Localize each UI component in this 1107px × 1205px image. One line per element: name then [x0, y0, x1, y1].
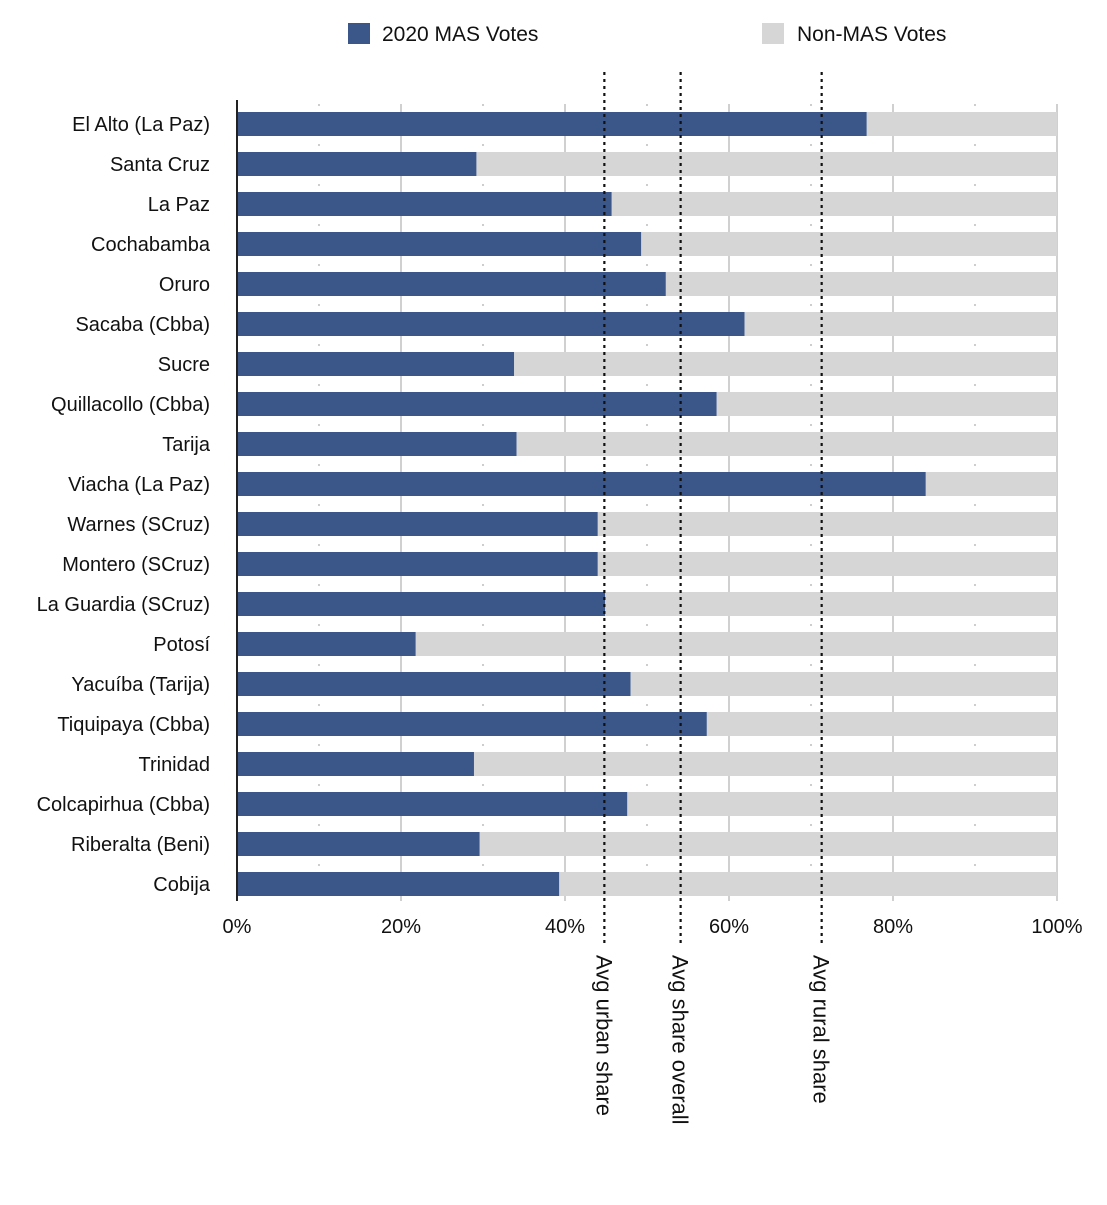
legend-swatch-1	[348, 23, 370, 44]
category-label-2: Santa Cruz	[110, 154, 210, 176]
x-tick-label-3: 40%	[545, 916, 585, 938]
category-labels: El Alto (La Paz) Santa Cruz La Paz Cochabam…	[37, 114, 211, 896]
non-mas-bar-12	[597, 552, 1057, 576]
legend-swatch-2	[762, 23, 784, 44]
non-mas-bar-17	[473, 752, 1058, 776]
reference-label-1: Avg urban share	[591, 955, 616, 1116]
legend: 2020 MAS Votes Non-MAS Votes	[348, 23, 946, 46]
category-label-12: Montero (SCruz)	[62, 554, 210, 576]
non-mas-bar-6	[744, 312, 1057, 336]
non-mas-bar-5	[665, 272, 1057, 296]
legend-label-2: Non-MAS Votes	[797, 23, 946, 46]
non-mas-bar-18	[627, 792, 1057, 816]
non-mas-bar-7	[514, 352, 1057, 376]
mas-bar-12	[237, 552, 598, 576]
category-label-10: Viacha (La Paz)	[68, 474, 210, 496]
reference-label-2: Avg share overall	[668, 955, 693, 1125]
non-mas-bar-13	[605, 592, 1057, 616]
mas-bar-5	[237, 272, 666, 296]
bars	[237, 112, 1058, 896]
mas-bar-15	[237, 672, 631, 696]
category-label-9: Tarija	[162, 434, 211, 456]
category-label-5: Oruro	[159, 274, 210, 296]
mas-bar-6	[237, 312, 745, 336]
category-label-19: Riberalta (Beni)	[71, 834, 210, 856]
non-mas-bar-11	[597, 512, 1057, 536]
category-label-17: Trinidad	[138, 754, 210, 776]
category-label-13: La Guardia (SCruz)	[37, 594, 210, 616]
mas-bar-9	[237, 432, 517, 456]
non-mas-bar-4	[641, 232, 1057, 256]
mas-bar-2	[237, 152, 477, 176]
reference-lines: Avg urban share Avg share overall Avg rura…	[591, 72, 834, 1125]
x-tick-label-2: 20%	[381, 916, 421, 938]
non-mas-bar-20	[559, 872, 1057, 896]
non-mas-bar-14	[415, 632, 1057, 656]
category-label-8: Quillacollo (Cbba)	[51, 394, 210, 416]
mas-bar-18	[237, 792, 628, 816]
mas-bar-16	[237, 712, 707, 736]
mas-bar-11	[237, 512, 598, 536]
non-mas-bar-1	[866, 112, 1057, 136]
category-label-6: Sacaba (Cbba)	[75, 314, 210, 336]
non-mas-bar-10	[925, 472, 1057, 496]
mas-bar-3	[237, 192, 612, 216]
category-label-1: El Alto (La Paz)	[72, 114, 210, 136]
mas-bar-7	[237, 352, 515, 376]
mas-bar-17	[237, 752, 474, 776]
category-label-14: Potosí	[153, 634, 210, 656]
x-tick-label-6: 100%	[1031, 916, 1082, 938]
mas-bar-19	[237, 832, 480, 856]
x-tick-label-5: 80%	[873, 916, 913, 938]
non-mas-bar-15	[630, 672, 1057, 696]
mas-bar-8	[237, 392, 717, 416]
non-mas-bar-19	[479, 832, 1058, 856]
mas-bar-14	[237, 632, 416, 656]
category-label-16: Tiquipaya (Cbba)	[57, 714, 210, 736]
legend-label-1: 2020 MAS Votes	[382, 23, 538, 46]
non-mas-bar-9	[516, 432, 1057, 456]
non-mas-bar-3	[611, 192, 1057, 216]
category-label-4: Cochabamba	[91, 234, 211, 256]
mas-bar-1	[237, 112, 867, 136]
category-label-11: Warnes (SCruz)	[67, 514, 210, 536]
category-label-7: Sucre	[158, 354, 210, 376]
non-mas-bar-8	[716, 392, 1057, 416]
mas-bar-13	[237, 592, 606, 616]
category-label-18: Colcapirhua (Cbba)	[37, 794, 210, 816]
non-mas-bar-16	[706, 712, 1057, 736]
mas-bar-10	[237, 472, 926, 496]
mas-bar-20	[237, 872, 560, 896]
grid-lines	[318, 104, 1058, 901]
x-tick-labels: 0% 20% 40% 60% 80% 100%	[223, 916, 1083, 938]
category-label-3: La Paz	[148, 194, 210, 216]
x-tick-label-4: 60%	[709, 916, 749, 938]
non-mas-bar-2	[476, 152, 1057, 176]
category-label-15: Yacuíba (Tarija)	[71, 674, 210, 696]
category-label-20: Cobija	[153, 874, 211, 896]
mas-bar-4	[237, 232, 642, 256]
reference-label-3: Avg rural share	[809, 955, 834, 1104]
x-tick-label-1: 0%	[223, 916, 252, 938]
